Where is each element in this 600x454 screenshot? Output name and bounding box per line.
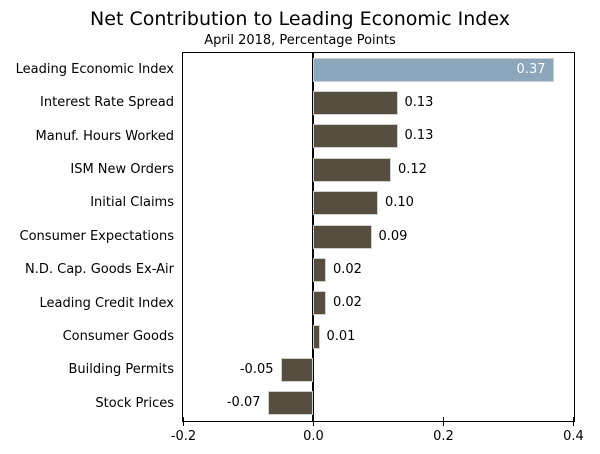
bar — [313, 291, 326, 316]
bar — [313, 257, 326, 282]
value-label: 0.13 — [404, 95, 434, 111]
x-tick-mark — [442, 416, 445, 426]
category-label: N.D. Cap. Goods Ex-Air — [25, 262, 174, 278]
category-label: ISM New Orders — [70, 162, 174, 178]
value-label: -0.05 — [239, 361, 274, 377]
value-label: 0.37 — [516, 61, 546, 77]
value-label: 0.12 — [398, 161, 427, 177]
category-label: Interest Rate Spread — [40, 95, 174, 111]
bar — [267, 391, 313, 416]
value-label: 0.13 — [404, 128, 434, 144]
x-tick-label: 0.2 — [433, 429, 454, 444]
bar — [280, 357, 313, 382]
x-tick-mark — [312, 416, 315, 426]
x-tick-mark — [572, 416, 575, 426]
category-label: Stock Prices — [95, 395, 174, 411]
category-label: Consumer Expectations — [19, 228, 174, 244]
x-tick-label: -0.2 — [170, 429, 197, 444]
value-label: 0.02 — [333, 295, 362, 311]
category-label: Manuf. Hours Worked — [35, 128, 174, 144]
category-label: Consumer Goods — [62, 328, 174, 344]
plot-area: 0.37 0.13 0.13 0.12 0.10 0.09 0.02 0.02 0.01 -0.0… — [182, 52, 575, 422]
chart-title: Net Contribution to Leading Economic Ind… — [90, 8, 510, 30]
bar — [313, 124, 398, 149]
bar — [313, 57, 554, 82]
bar — [313, 324, 320, 349]
value-label: -0.07 — [226, 395, 261, 411]
category-label: Initial Claims — [90, 195, 174, 211]
value-label: 0.02 — [333, 261, 362, 277]
category-label: Leading Economic Index — [15, 62, 174, 77]
x-tick-label: 0.0 — [303, 429, 324, 444]
y-axis-category-labels: Leading Economic Index Interest Rate Spre… — [0, 53, 174, 420]
bar — [313, 157, 391, 182]
category-label: Building Permits — [68, 362, 174, 378]
category-label: Leading Credit Index — [39, 295, 174, 311]
value-label: 0.01 — [326, 328, 356, 344]
value-label: 0.10 — [385, 195, 414, 211]
bar — [313, 91, 398, 116]
chart-subtitle: April 2018, Percentage Points — [204, 33, 396, 48]
bar — [313, 191, 378, 216]
x-tick-label: 0.4 — [563, 429, 584, 444]
x-tick-mark — [182, 416, 185, 426]
value-label: 0.09 — [378, 228, 408, 244]
bar — [313, 224, 372, 249]
